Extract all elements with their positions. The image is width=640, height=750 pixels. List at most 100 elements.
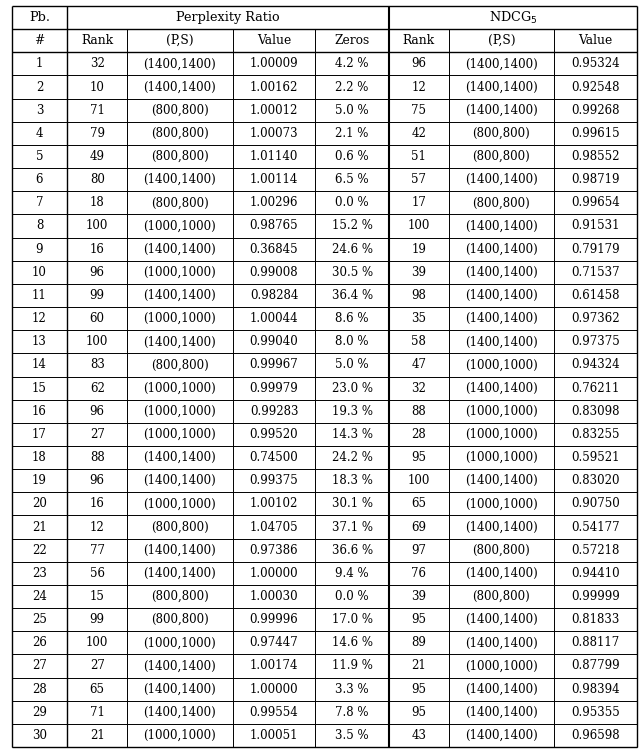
Text: (1000,1000): (1000,1000) (143, 220, 216, 232)
Text: 0.83255: 0.83255 (572, 428, 620, 441)
Text: 0.99375: 0.99375 (250, 474, 298, 488)
Text: 21: 21 (32, 520, 47, 533)
Text: 3.5 %: 3.5 % (335, 729, 369, 742)
Text: (800,800): (800,800) (472, 196, 530, 209)
Text: (1400,1400): (1400,1400) (143, 682, 216, 695)
Text: 14.6 %: 14.6 % (332, 636, 372, 650)
Text: (1000,1000): (1000,1000) (143, 636, 216, 650)
Text: 0.99996: 0.99996 (250, 614, 298, 626)
Text: 17: 17 (32, 428, 47, 441)
Text: 8.6 %: 8.6 % (335, 312, 369, 325)
Text: 0.83020: 0.83020 (572, 474, 620, 488)
Text: (1400,1400): (1400,1400) (143, 289, 216, 302)
Text: 19.3 %: 19.3 % (332, 405, 372, 418)
Text: 1.00044: 1.00044 (250, 312, 298, 325)
Text: Perplexity Ratio: Perplexity Ratio (176, 11, 280, 24)
Text: 3.3 %: 3.3 % (335, 682, 369, 695)
Text: 28: 28 (412, 428, 426, 441)
Text: 10: 10 (90, 80, 105, 94)
Text: 19: 19 (412, 243, 426, 256)
Text: (1000,1000): (1000,1000) (465, 358, 538, 371)
Text: Rank: Rank (81, 34, 113, 47)
Text: 100: 100 (86, 335, 108, 348)
Text: 0.99040: 0.99040 (250, 335, 298, 348)
Text: 0.94324: 0.94324 (571, 358, 620, 371)
Text: (1400,1400): (1400,1400) (465, 706, 538, 718)
Text: 27: 27 (32, 659, 47, 673)
Text: 16: 16 (90, 243, 105, 256)
Text: 0.97375: 0.97375 (571, 335, 620, 348)
Text: 0.91531: 0.91531 (572, 220, 620, 232)
Text: 56: 56 (90, 567, 105, 580)
Text: (1400,1400): (1400,1400) (465, 636, 538, 650)
Text: (1400,1400): (1400,1400) (465, 266, 538, 279)
Text: 19: 19 (32, 474, 47, 488)
Text: (1000,1000): (1000,1000) (143, 405, 216, 418)
Text: 18: 18 (32, 451, 47, 464)
Text: (P,S): (P,S) (166, 34, 194, 47)
Text: (1400,1400): (1400,1400) (143, 474, 216, 488)
Text: 0.94410: 0.94410 (571, 567, 620, 580)
Text: (800,800): (800,800) (151, 520, 209, 533)
Text: 49: 49 (90, 150, 105, 163)
Text: 96: 96 (90, 266, 105, 279)
Text: Zeros: Zeros (335, 34, 370, 47)
Text: 14: 14 (32, 358, 47, 371)
Text: 76: 76 (411, 567, 426, 580)
Text: 24: 24 (32, 590, 47, 603)
Text: (1400,1400): (1400,1400) (143, 706, 216, 718)
Text: 5.0 %: 5.0 % (335, 358, 369, 371)
Text: 11: 11 (32, 289, 47, 302)
Text: 0.99654: 0.99654 (571, 196, 620, 209)
Text: Value: Value (257, 34, 291, 47)
Text: (1000,1000): (1000,1000) (143, 428, 216, 441)
Text: (1400,1400): (1400,1400) (143, 451, 216, 464)
Text: (800,800): (800,800) (151, 150, 209, 163)
Text: (1400,1400): (1400,1400) (465, 289, 538, 302)
Text: 0.99979: 0.99979 (250, 382, 298, 394)
Text: 17.0 %: 17.0 % (332, 614, 372, 626)
Text: 58: 58 (412, 335, 426, 348)
Text: (1400,1400): (1400,1400) (143, 567, 216, 580)
Text: (800,800): (800,800) (151, 196, 209, 209)
Text: 1.00073: 1.00073 (250, 127, 298, 140)
Text: 99: 99 (90, 289, 105, 302)
Text: (1000,1000): (1000,1000) (143, 312, 216, 325)
Text: (1400,1400): (1400,1400) (465, 173, 538, 186)
Text: 18: 18 (90, 196, 104, 209)
Text: 12: 12 (90, 520, 104, 533)
Text: 0.6 %: 0.6 % (335, 150, 369, 163)
Text: 35: 35 (411, 312, 426, 325)
Text: 0.99615: 0.99615 (571, 127, 620, 140)
Text: (1400,1400): (1400,1400) (465, 104, 538, 117)
Text: 0.97447: 0.97447 (250, 636, 298, 650)
Text: 4: 4 (36, 127, 44, 140)
Text: 0.97386: 0.97386 (250, 544, 298, 556)
Text: 0.99520: 0.99520 (250, 428, 298, 441)
Text: (800,800): (800,800) (151, 590, 209, 603)
Text: 24.2 %: 24.2 % (332, 451, 372, 464)
Text: 0.71537: 0.71537 (571, 266, 620, 279)
Text: 7: 7 (36, 196, 44, 209)
Text: (800,800): (800,800) (151, 614, 209, 626)
Text: 97: 97 (411, 544, 426, 556)
Text: 1.00000: 1.00000 (250, 567, 298, 580)
Text: #: # (35, 34, 45, 47)
Text: 0.74500: 0.74500 (250, 451, 298, 464)
Text: (1400,1400): (1400,1400) (143, 243, 216, 256)
Text: Rank: Rank (403, 34, 435, 47)
Text: 17: 17 (412, 196, 426, 209)
Text: 16: 16 (32, 405, 47, 418)
Text: (1000,1000): (1000,1000) (143, 382, 216, 394)
Text: 99: 99 (90, 614, 105, 626)
Text: 30: 30 (32, 729, 47, 742)
Text: 26: 26 (32, 636, 47, 650)
Text: 1.00102: 1.00102 (250, 497, 298, 510)
Text: Pb.: Pb. (29, 11, 50, 24)
Text: 8.0 %: 8.0 % (335, 335, 369, 348)
Text: 5: 5 (36, 150, 44, 163)
Text: 47: 47 (411, 358, 426, 371)
Text: (1000,1000): (1000,1000) (465, 428, 538, 441)
Text: 29: 29 (32, 706, 47, 718)
Text: (1400,1400): (1400,1400) (465, 58, 538, 70)
